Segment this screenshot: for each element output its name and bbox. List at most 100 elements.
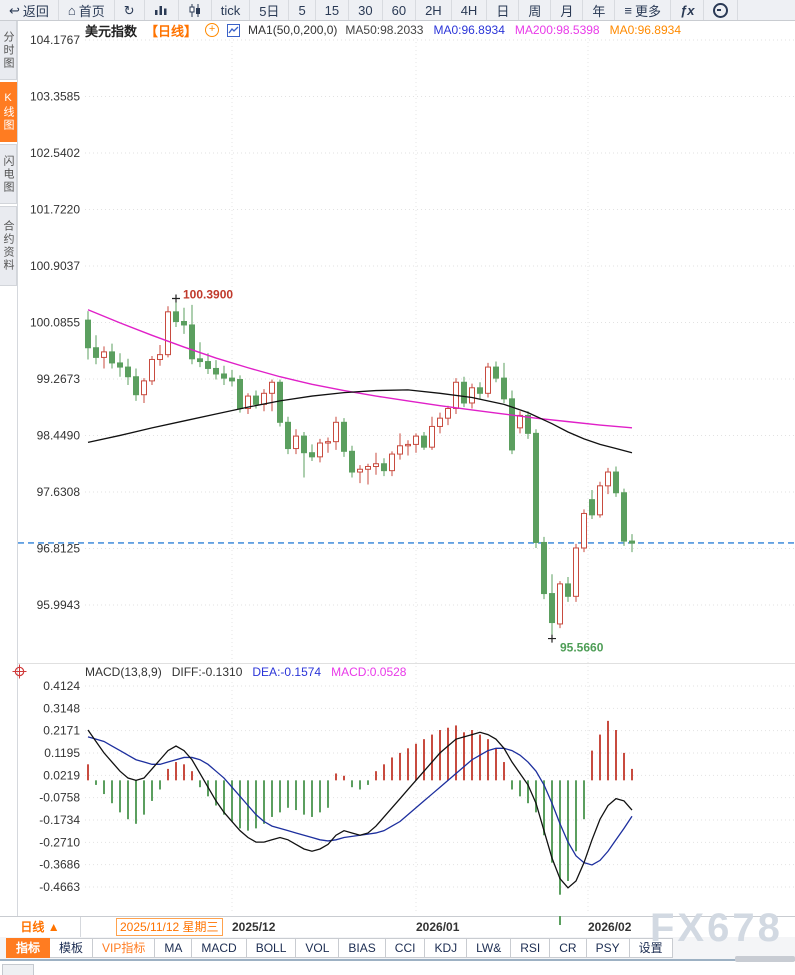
tab-lw[interactable]: LW& (467, 938, 512, 958)
add-to-watchlist-icon[interactable]: + (205, 23, 220, 37)
interval-year-button[interactable]: 年 (583, 0, 616, 20)
macd-bar-overflow-tick (559, 916, 561, 925)
interval-5day-button[interactable]: 5日 (250, 0, 290, 20)
interval-day-button[interactable]: 日 (487, 0, 520, 20)
svg-text:0.4124: 0.4124 (43, 679, 80, 693)
tab-cci[interactable]: CCI (385, 938, 426, 958)
interval-day-button-label: 日 (496, 3, 510, 19)
svg-text:0.0219: 0.0219 (43, 768, 80, 782)
interval-4h-button[interactable]: 4H (452, 0, 488, 20)
home-button[interactable]: ⌂ 首页 (59, 0, 115, 20)
interval-5day-button-label: 5日 (259, 3, 280, 19)
svg-text:102.5402: 102.5402 (30, 146, 80, 160)
chart-header: 美元指数 【日线】 + MA1(50,0,200,0) MA50:98.2033… (85, 22, 681, 39)
interval-15min-button-label: 15 (324, 2, 340, 18)
top-toolbar: ↩ 返回 ⌂ 首页 ↻ tick 5日 5 15 30 60 2H 4H 日周月年 ≡ 更多 ƒx (0, 0, 795, 21)
interval-month-button-label: 月 (560, 3, 574, 19)
mini-chart-icon (227, 23, 241, 37)
interval-tick-button-label: tick (220, 2, 241, 18)
interval-60min-button[interactable]: 60 (383, 0, 417, 20)
macd-value-0: DIFF:-0.1310 (171, 665, 243, 679)
interval-week-button[interactable]: 周 (519, 0, 552, 20)
interval-tick-button[interactable]: tick (212, 0, 251, 20)
svg-text:104.1767: 104.1767 (30, 33, 80, 47)
macd-settings-icon[interactable] (12, 664, 27, 684)
symbol-name: 美元指数 (85, 23, 138, 39)
horizontal-scrollbar-thumb[interactable] (735, 956, 795, 962)
interval-2h-button[interactable]: 2H (416, 0, 452, 20)
tab-templates[interactable]: 模板 (50, 938, 94, 958)
svg-text:98.4490: 98.4490 (37, 429, 81, 443)
svg-text:0.2171: 0.2171 (43, 724, 80, 738)
tab-rsi[interactable]: RSI (511, 938, 551, 958)
period-selector-dropdown[interactable]: 日线 ▲ (0, 917, 81, 937)
svg-text:96.8125: 96.8125 (37, 542, 81, 556)
more-menu-button[interactable]: ≡ 更多 (615, 0, 671, 20)
svg-text:-0.4663: -0.4663 (39, 880, 80, 894)
svg-text:99.2673: 99.2673 (37, 372, 81, 386)
sidebar-tab-flash-chart[interactable]: 闪电图 (0, 144, 17, 204)
macd-value-2: MACD:0.0528 (331, 665, 407, 679)
svg-text:95.5660: 95.5660 (560, 641, 604, 655)
clock-button[interactable] (704, 0, 739, 20)
sidebar-tab-time-chart[interactable]: 分时图 (0, 20, 17, 80)
sidebar-tab-contract-info[interactable]: 合约资料 (0, 206, 17, 286)
tab-settings[interactable]: 设置 (629, 938, 673, 958)
ma-value-3: MA0:96.8934 (609, 23, 681, 37)
svg-text:100.9037: 100.9037 (30, 259, 80, 273)
collapsed-panel-stub[interactable] (2, 964, 34, 975)
tab-vol[interactable]: VOL (296, 938, 340, 958)
macd-params-label: MACD(13,8,9) (85, 665, 162, 679)
svg-text:-0.3686: -0.3686 (39, 858, 80, 872)
period-tag: 【日线】 (145, 23, 198, 39)
macd-value-1: DEA:-0.1574 (252, 665, 322, 679)
gridlines (17, 20, 795, 936)
ma-values: MA50:98.2033 MA0:96.8934 MA200:98.5398 MA0:… (345, 23, 681, 37)
tab-boll[interactable]: BOLL (246, 938, 297, 958)
svg-text:100.0855: 100.0855 (30, 316, 80, 330)
tab-cr[interactable]: CR (550, 938, 587, 958)
svg-text:-0.1734: -0.1734 (39, 813, 80, 827)
indicator-toolbar: 指标 模板 VIP指标 MA MACD BOLL VOL BIAS CCI KDJ LW& RSI CR… (0, 937, 795, 961)
macd-values: DIFF:-0.1310 DEA:-0.1574 MACD:0.0528 (172, 665, 407, 679)
candles (85, 301, 635, 635)
back-button[interactable]: ↩ 返回 (0, 0, 59, 20)
svg-text:100.3900: 100.3900 (183, 287, 233, 301)
interval-60min-button-label: 60 (391, 2, 407, 18)
tab-psy[interactable]: PSY (586, 938, 630, 958)
sidebar-tab-kline-chart[interactable]: K线图 (0, 82, 17, 142)
menu-icon: ≡ (624, 2, 632, 18)
interval-year-button-label: 年 (592, 3, 606, 19)
tab-macd[interactable]: MACD (192, 938, 247, 958)
month-label-1: 2026/01 (416, 920, 460, 934)
svg-text:97.6308: 97.6308 (37, 485, 81, 499)
refresh-button[interactable]: ↻ (115, 0, 145, 20)
selected-date-label: 2025/11/12 星期三 (116, 918, 223, 936)
tab-indicators[interactable]: 指标 (6, 938, 51, 958)
svg-text:0.1195: 0.1195 (44, 746, 80, 760)
axis-labels: 104.1767 103.3585 102.5402 101.7220 100.9037… (30, 33, 80, 894)
tab-kdj[interactable]: KDJ (425, 938, 468, 958)
interval-30min-button[interactable]: 30 (349, 0, 383, 20)
interval-15min-button[interactable]: 15 (316, 0, 350, 20)
month-label-2: 2026/02 (588, 920, 632, 934)
svg-text:103.3585: 103.3585 (30, 89, 80, 103)
more-menu-button-label: 更多 (634, 3, 661, 19)
svg-text:-0.0758: -0.0758 (39, 791, 80, 805)
tab-bias[interactable]: BIAS (339, 938, 386, 958)
tab-vip-indicators[interactable]: VIP指标 (93, 938, 156, 958)
interval-4h-button-label: 4H (460, 2, 478, 18)
month-label-0: 2025/12 (232, 920, 276, 934)
line-chart-view-button[interactable] (145, 0, 179, 20)
candlestick-view-button[interactable] (179, 0, 212, 20)
interval-5min-button[interactable]: 5 (289, 0, 316, 20)
tab-ma[interactable]: MA (155, 938, 193, 958)
interval-month-button[interactable]: 月 (551, 0, 584, 20)
chart-type-sidebar: 分时图 K线图闪电图合约资料 (0, 20, 17, 288)
ma-value-2: MA200:98.5398 (514, 23, 600, 37)
candlestick-icon (188, 3, 202, 17)
fx-indicator-button[interactable]: ƒx (671, 0, 705, 20)
refresh-icon: ↻ (123, 2, 135, 18)
